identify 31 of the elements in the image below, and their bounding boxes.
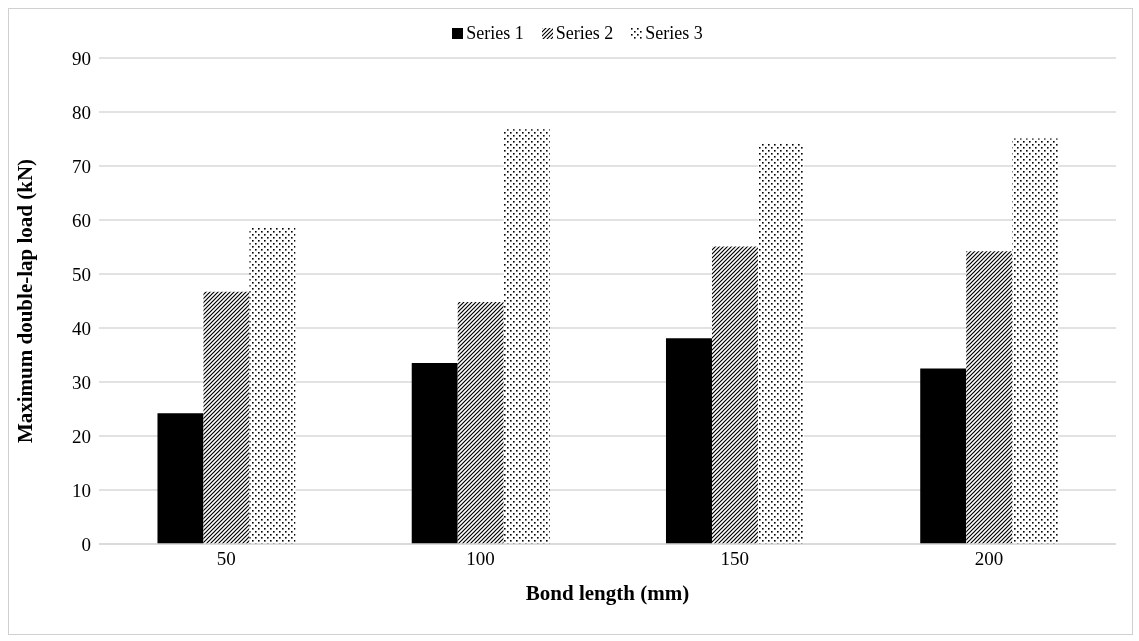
bar bbox=[157, 413, 204, 544]
legend-label: Series 2 bbox=[554, 23, 614, 44]
legend-label: Series 3 bbox=[644, 23, 703, 44]
bar bbox=[457, 302, 504, 544]
x-tick-label: 100 bbox=[466, 548, 495, 570]
legend-label: Series 1 bbox=[465, 23, 524, 44]
y-tick-label: 30 bbox=[72, 371, 91, 393]
bar bbox=[665, 338, 712, 544]
y-tick-label: 20 bbox=[72, 425, 91, 447]
bar bbox=[411, 363, 458, 544]
bar bbox=[757, 143, 804, 544]
bar bbox=[1012, 138, 1059, 544]
bar bbox=[711, 246, 758, 544]
y-tick-label: 90 bbox=[72, 47, 91, 69]
x-tick-label: 200 bbox=[974, 548, 1004, 570]
bar bbox=[249, 227, 296, 544]
y-tick-label: 40 bbox=[72, 317, 91, 339]
y-tick-label: 80 bbox=[72, 101, 91, 123]
y-tick-label: 70 bbox=[72, 155, 91, 177]
bar bbox=[503, 129, 550, 544]
bar bbox=[920, 368, 967, 544]
bar bbox=[966, 251, 1013, 544]
x-tick-label: 150 bbox=[720, 548, 749, 570]
bar bbox=[203, 291, 250, 544]
x-axis-title: Bond length (mm) bbox=[525, 581, 690, 605]
y-axis-title: Maximum double-lap load (kN) bbox=[13, 158, 38, 444]
y-tick-label: 60 bbox=[72, 209, 91, 231]
y-tick-label: 50 bbox=[72, 263, 91, 285]
y-tick-label: 0 bbox=[81, 533, 91, 555]
y-tick-label: 10 bbox=[72, 479, 91, 501]
x-tick-label: 50 bbox=[216, 548, 236, 570]
